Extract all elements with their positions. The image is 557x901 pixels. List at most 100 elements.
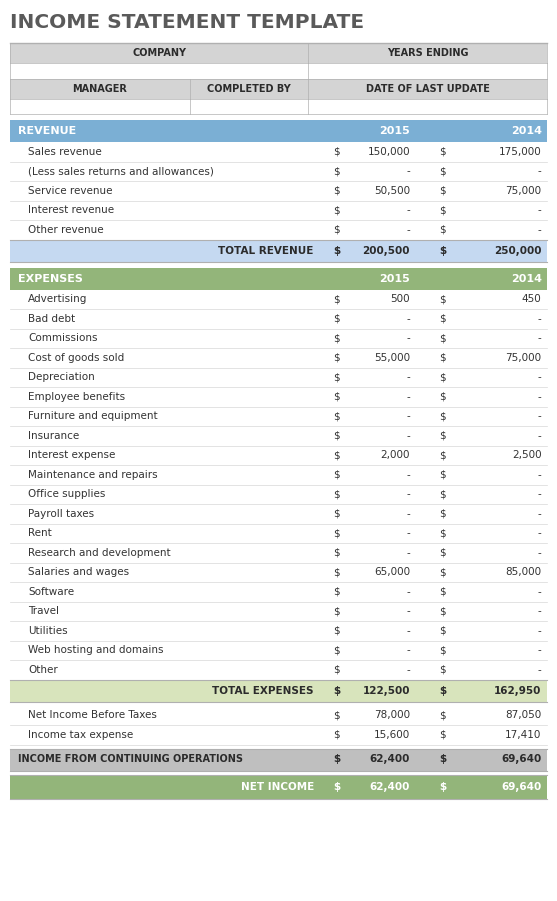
Bar xyxy=(10,775,547,798)
Text: $: $ xyxy=(439,205,446,215)
Text: $: $ xyxy=(333,606,340,616)
Text: -: - xyxy=(538,333,541,343)
Text: -: - xyxy=(538,372,541,382)
Text: Research and development: Research and development xyxy=(28,548,170,558)
Text: $: $ xyxy=(439,645,446,655)
Text: $: $ xyxy=(333,147,340,157)
Text: -: - xyxy=(538,167,541,177)
Text: Utilities: Utilities xyxy=(28,626,67,636)
Text: Furniture and equipment: Furniture and equipment xyxy=(28,411,158,422)
Bar xyxy=(10,120,547,142)
Text: 175,000: 175,000 xyxy=(499,147,541,157)
Text: 500: 500 xyxy=(390,295,410,305)
Bar xyxy=(10,465,547,485)
Text: $: $ xyxy=(439,568,446,578)
Text: $: $ xyxy=(439,314,446,323)
Text: 150,000: 150,000 xyxy=(368,147,410,157)
Text: $: $ xyxy=(439,665,446,675)
Bar xyxy=(10,749,547,770)
Text: -: - xyxy=(538,489,541,499)
Text: $: $ xyxy=(333,587,340,596)
Text: Other revenue: Other revenue xyxy=(28,224,104,235)
Bar xyxy=(10,725,547,744)
Text: -: - xyxy=(538,411,541,422)
Text: Office supplies: Office supplies xyxy=(28,489,105,499)
Text: DATE OF LAST UPDATE: DATE OF LAST UPDATE xyxy=(365,84,490,94)
Text: $: $ xyxy=(439,245,447,256)
Bar xyxy=(10,679,547,702)
Text: -: - xyxy=(538,205,541,215)
Text: -: - xyxy=(406,224,410,235)
Bar xyxy=(10,78,190,98)
Bar xyxy=(10,309,547,329)
Text: 75,000: 75,000 xyxy=(506,353,541,363)
Text: Maintenance and repairs: Maintenance and repairs xyxy=(28,469,158,479)
Bar xyxy=(10,98,190,114)
Text: $: $ xyxy=(333,167,340,177)
Text: TOTAL REVENUE: TOTAL REVENUE xyxy=(218,245,314,256)
Text: $: $ xyxy=(333,781,340,791)
Text: -: - xyxy=(538,509,541,519)
Text: EXPENSES: EXPENSES xyxy=(18,274,83,284)
Text: $: $ xyxy=(439,333,446,343)
Text: 50,500: 50,500 xyxy=(374,186,410,196)
Bar xyxy=(10,161,547,181)
Text: -: - xyxy=(406,606,410,616)
Text: Software: Software xyxy=(28,587,74,596)
Text: $: $ xyxy=(333,509,340,519)
Bar xyxy=(308,63,547,78)
Text: -: - xyxy=(406,167,410,177)
Text: 75,000: 75,000 xyxy=(506,186,541,196)
Text: -: - xyxy=(538,224,541,235)
Bar xyxy=(308,78,547,98)
Text: $: $ xyxy=(333,431,340,441)
Text: -: - xyxy=(538,587,541,596)
Text: $: $ xyxy=(333,353,340,363)
Text: Depreciation: Depreciation xyxy=(28,372,95,382)
Text: Salaries and wages: Salaries and wages xyxy=(28,568,129,578)
Text: $: $ xyxy=(333,489,340,499)
Text: 55,000: 55,000 xyxy=(374,353,410,363)
Text: $: $ xyxy=(333,528,340,538)
Text: $: $ xyxy=(333,469,340,479)
Bar xyxy=(10,142,547,161)
Text: $: $ xyxy=(439,710,446,720)
Text: 2015: 2015 xyxy=(379,274,410,284)
Bar xyxy=(10,705,547,725)
Text: -: - xyxy=(406,548,410,558)
Text: 2014: 2014 xyxy=(511,274,541,284)
Bar xyxy=(10,240,547,261)
Text: TOTAL EXPENSES: TOTAL EXPENSES xyxy=(212,686,314,696)
Text: $: $ xyxy=(439,509,446,519)
Text: YEARS ENDING: YEARS ENDING xyxy=(387,48,468,58)
Text: 69,640: 69,640 xyxy=(501,781,541,791)
Text: $: $ xyxy=(439,431,446,441)
Text: -: - xyxy=(406,314,410,323)
Text: Payroll taxes: Payroll taxes xyxy=(28,509,94,519)
Text: -: - xyxy=(406,205,410,215)
Text: $: $ xyxy=(439,781,447,791)
Bar xyxy=(10,63,308,78)
Bar xyxy=(10,426,547,445)
Text: $: $ xyxy=(333,730,340,740)
Text: $: $ xyxy=(439,730,446,740)
Bar xyxy=(10,268,547,289)
Text: MANAGER: MANAGER xyxy=(72,84,128,94)
Text: (Less sales returns and allowances): (Less sales returns and allowances) xyxy=(28,167,214,177)
Text: $: $ xyxy=(333,450,340,460)
Text: 69,640: 69,640 xyxy=(501,754,541,765)
Text: 17,410: 17,410 xyxy=(505,730,541,740)
Text: $: $ xyxy=(333,333,340,343)
Text: $: $ xyxy=(439,224,446,235)
Text: $: $ xyxy=(333,224,340,235)
Text: -: - xyxy=(538,548,541,558)
Text: $: $ xyxy=(333,392,340,402)
Text: Rent: Rent xyxy=(28,528,52,538)
Bar xyxy=(10,523,547,543)
Text: $: $ xyxy=(439,186,446,196)
Text: Cost of goods sold: Cost of goods sold xyxy=(28,353,124,363)
Text: 2014: 2014 xyxy=(511,126,541,136)
Bar xyxy=(308,98,547,114)
Text: $: $ xyxy=(439,469,446,479)
Text: -: - xyxy=(538,626,541,636)
